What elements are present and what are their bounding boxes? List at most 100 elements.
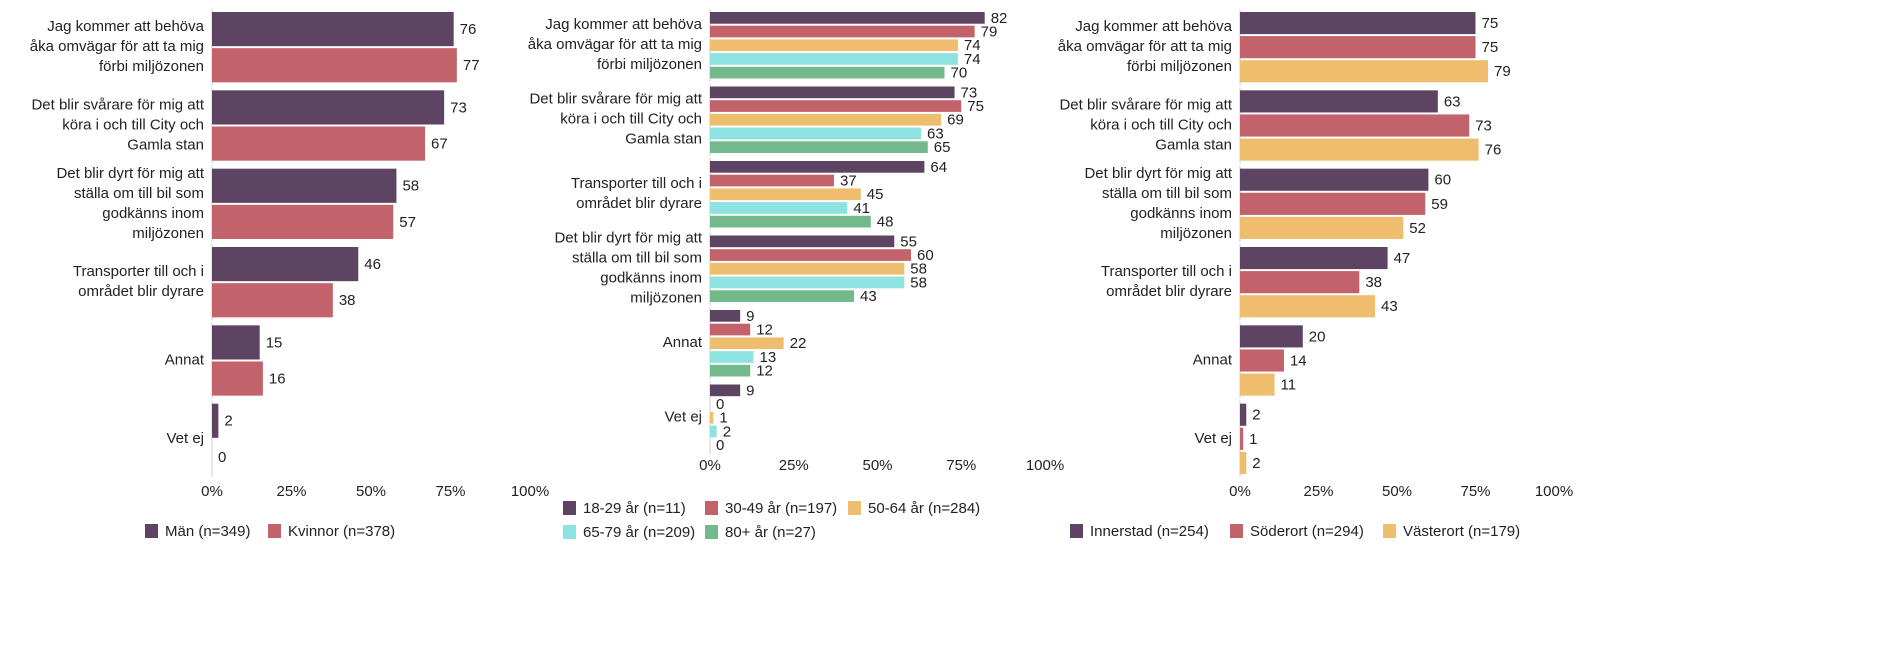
category-label: miljözonen: [1160, 225, 1232, 242]
category-label: Gamla stan: [625, 131, 702, 148]
bar: [710, 161, 925, 173]
value-label: 79: [981, 24, 998, 41]
category-label: Det blir svårare för mig att: [1059, 96, 1232, 113]
bar: [212, 403, 219, 438]
value-label: 11: [1281, 377, 1297, 394]
value-label: 60: [917, 247, 934, 264]
category-label: Annat: [663, 334, 703, 351]
bar: [212, 168, 397, 203]
category-label: åka omvägar för att ta mig: [1058, 38, 1232, 55]
legend-swatch: [563, 501, 576, 515]
bar: [212, 283, 333, 318]
value-label: 1: [719, 410, 727, 427]
category-label: Annat: [1193, 351, 1233, 368]
bar: [212, 48, 457, 83]
bar: [710, 215, 871, 228]
value-label: 20: [1309, 328, 1326, 345]
value-label: 57: [399, 214, 416, 231]
value-label: 58: [910, 261, 927, 278]
bar: [710, 337, 784, 350]
value-label: 69: [947, 112, 964, 129]
bar: [710, 262, 905, 275]
category-label: köra i och till City och: [560, 111, 702, 128]
category-label: Transporter till och i: [73, 263, 204, 280]
category-label: Vet ej: [664, 409, 702, 426]
category-label: ställa om till bil som: [74, 185, 204, 202]
bar: [710, 86, 955, 99]
x-tick-label: 0%: [1229, 483, 1251, 500]
value-label: 38: [339, 292, 356, 309]
x-tick-label: 75%: [1460, 483, 1490, 500]
value-label: 79: [1494, 63, 1511, 80]
bar: [710, 141, 928, 153]
bar: [710, 235, 895, 248]
bar: [1240, 114, 1470, 137]
value-label: 0: [716, 437, 724, 454]
value-label: 75: [967, 98, 984, 115]
legend-label: Kvinnor (n=378): [288, 523, 395, 540]
bar: [212, 247, 359, 282]
category-label: Gamla stan: [1155, 136, 1232, 153]
value-label: 52: [1409, 220, 1426, 237]
x-tick-label: 50%: [862, 457, 892, 474]
value-label: 76: [460, 21, 477, 38]
value-label: 60: [1434, 172, 1451, 189]
category-label: köra i och till City och: [1090, 116, 1232, 133]
value-label: 2: [723, 423, 731, 440]
bar: [710, 39, 958, 52]
category-label: området blir dyrare: [576, 195, 702, 212]
legend-label: 65-79 år (n=209): [583, 524, 695, 541]
legend-label: Män (n=349): [165, 523, 250, 540]
bar: [1240, 403, 1247, 426]
bar: [1240, 138, 1479, 161]
bar: [710, 323, 751, 336]
legend-label: Västerort (n=179): [1403, 523, 1520, 540]
bar: [212, 90, 445, 125]
x-tick-label: 75%: [946, 457, 976, 474]
value-label: 43: [1381, 298, 1398, 315]
category-label: området blir dyrare: [1106, 283, 1232, 300]
legend-swatch: [848, 501, 861, 515]
value-label: 1: [1249, 431, 1257, 448]
bar: [1240, 295, 1376, 318]
category-label: Det blir svårare för mig att: [529, 91, 702, 108]
x-tick-label: 100%: [1535, 483, 1573, 500]
bar: [710, 12, 985, 24]
category-label: miljözonen: [630, 290, 702, 307]
category-label: Transporter till och i: [1101, 263, 1232, 280]
bar: [710, 66, 945, 79]
category-label: förbi miljözonen: [99, 58, 204, 75]
x-tick-label: 50%: [1382, 483, 1412, 500]
bar: [212, 126, 426, 161]
value-label: 76: [1485, 142, 1502, 159]
category-label: Det blir dyrt för mig att: [1084, 165, 1232, 182]
category-label: Det blir dyrt för mig att: [56, 165, 204, 182]
legend-label: Söderort (n=294): [1250, 523, 1364, 540]
value-label: 14: [1290, 352, 1307, 369]
legend-swatch: [705, 525, 718, 539]
x-tick-label: 100%: [1026, 457, 1064, 474]
bar: [1240, 349, 1284, 372]
value-label: 43: [860, 288, 877, 305]
category-label: Gamla stan: [127, 136, 204, 153]
category-label: köra i och till City och: [62, 116, 204, 133]
bar: [710, 364, 751, 377]
x-tick-label: 25%: [276, 483, 306, 500]
category-label: Jag kommer att behöva: [1075, 18, 1232, 35]
bar: [710, 53, 958, 65]
category-label: Vet ej: [166, 430, 204, 447]
value-label: 82: [991, 10, 1008, 27]
bar: [710, 310, 741, 322]
bar: [212, 325, 260, 360]
value-label: 47: [1394, 250, 1411, 267]
value-label: 2: [224, 413, 232, 430]
bar: [1240, 271, 1360, 294]
value-label: 22: [790, 335, 807, 352]
value-label: 48: [877, 214, 894, 231]
legend-swatch: [1230, 524, 1243, 538]
bar: [1240, 192, 1426, 215]
category-label: åka omvägar för att ta mig: [30, 38, 204, 55]
legend-swatch: [705, 501, 718, 515]
bar: [1240, 451, 1247, 474]
